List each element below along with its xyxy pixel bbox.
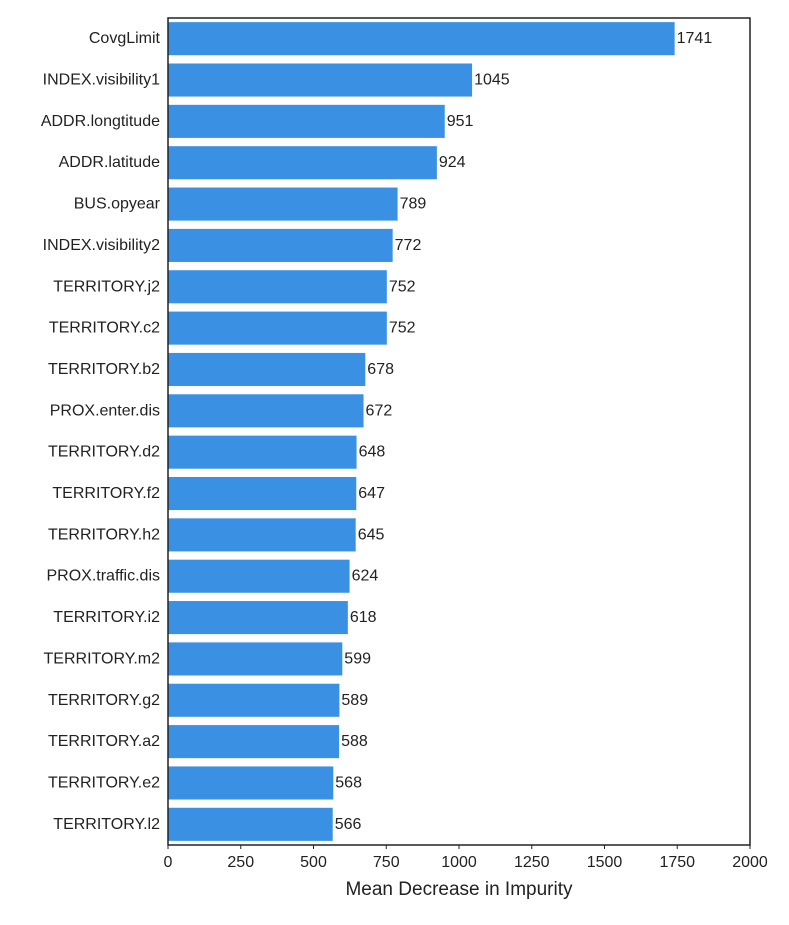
value-label: 1045 bbox=[474, 72, 510, 89]
x-tick-label: 750 bbox=[373, 854, 400, 871]
category-label: BUS.opyear bbox=[74, 196, 161, 213]
value-label: 772 bbox=[395, 237, 422, 254]
bar bbox=[168, 394, 364, 428]
plot-frame bbox=[167, 17, 751, 846]
value-label: 789 bbox=[400, 196, 427, 213]
bar bbox=[168, 270, 387, 304]
bar bbox=[168, 725, 340, 759]
x-axis-title: Mean Decrease in Impurity bbox=[345, 879, 573, 900]
value-label: 618 bbox=[350, 609, 377, 626]
x-tick-label: 2000 bbox=[732, 854, 768, 871]
x-tick-label: 1750 bbox=[659, 854, 695, 871]
bar bbox=[168, 559, 350, 593]
value-label: 672 bbox=[366, 402, 393, 419]
bar bbox=[168, 228, 393, 262]
value-label: 566 bbox=[335, 816, 362, 833]
category-label: ADDR.latitude bbox=[59, 154, 160, 171]
value-label: 588 bbox=[341, 733, 368, 750]
bar bbox=[168, 352, 366, 387]
category-label: TERRITORY.m2 bbox=[44, 650, 161, 667]
value-label: 624 bbox=[352, 568, 379, 585]
category-label: TERRITORY.e2 bbox=[48, 774, 160, 791]
bar bbox=[168, 187, 398, 221]
bar bbox=[168, 683, 340, 717]
bar bbox=[168, 63, 473, 97]
bar bbox=[168, 146, 437, 180]
category-label: TERRITORY.c2 bbox=[49, 320, 160, 337]
category-label: PROX.traffic.dis bbox=[46, 568, 160, 585]
category-label: TERRITORY.i2 bbox=[53, 609, 160, 626]
value-label: 924 bbox=[439, 154, 466, 171]
value-label: 645 bbox=[358, 526, 385, 543]
value-labels: 1741 1045 951 924 789 772 752 752 678 672 648 647 64… bbox=[335, 30, 713, 833]
x-tick-label: 500 bbox=[300, 854, 327, 871]
category-label: CovgLimit bbox=[89, 30, 161, 47]
x-tick-label: 250 bbox=[227, 854, 254, 871]
value-label: 752 bbox=[389, 320, 416, 337]
bar bbox=[168, 766, 334, 800]
value-label: 1741 bbox=[677, 30, 713, 47]
bar bbox=[168, 22, 675, 56]
category-label: TERRITORY.f2 bbox=[52, 485, 160, 502]
x-tick-label: 1250 bbox=[514, 854, 550, 871]
bar bbox=[168, 435, 357, 469]
x-tick-label: 0 bbox=[164, 854, 173, 871]
value-label: 599 bbox=[344, 650, 371, 667]
bar bbox=[168, 807, 333, 841]
category-label: PROX.enter.dis bbox=[50, 402, 160, 419]
category-label: ADDR.longtitude bbox=[41, 113, 160, 130]
value-label: 678 bbox=[367, 361, 394, 378]
value-label: 648 bbox=[359, 444, 386, 461]
bar bbox=[168, 601, 348, 635]
bar bbox=[168, 311, 387, 345]
category-label: TERRITORY.d2 bbox=[48, 444, 160, 461]
category-label: TERRITORY.h2 bbox=[48, 526, 160, 543]
value-label: 589 bbox=[341, 692, 368, 709]
category-label: TERRITORY.a2 bbox=[48, 733, 160, 750]
x-tick-label: 1000 bbox=[441, 854, 477, 871]
value-label: 951 bbox=[447, 113, 474, 130]
category-labels: CovgLimit INDEX.visibility1 ADDR.longtitud… bbox=[41, 30, 161, 833]
category-label: INDEX.visibility2 bbox=[43, 237, 160, 254]
category-label: TERRITORY.g2 bbox=[48, 692, 160, 709]
value-label: 752 bbox=[389, 278, 416, 295]
bar bbox=[168, 518, 356, 552]
bar bbox=[168, 104, 445, 138]
value-label: 568 bbox=[335, 774, 362, 791]
bar bbox=[168, 642, 343, 676]
x-tick-label: 1500 bbox=[587, 854, 623, 871]
category-label: TERRITORY.l2 bbox=[53, 816, 160, 833]
category-label: TERRITORY.j2 bbox=[53, 278, 160, 295]
bar bbox=[168, 476, 357, 511]
category-label: INDEX.visibility1 bbox=[43, 72, 160, 89]
category-label: TERRITORY.b2 bbox=[48, 361, 160, 378]
value-label: 647 bbox=[358, 485, 385, 502]
bars bbox=[168, 22, 675, 841]
x-axis-ticks: 0 250 500 750 1000 1250 1500 1750 2000 bbox=[164, 845, 768, 871]
